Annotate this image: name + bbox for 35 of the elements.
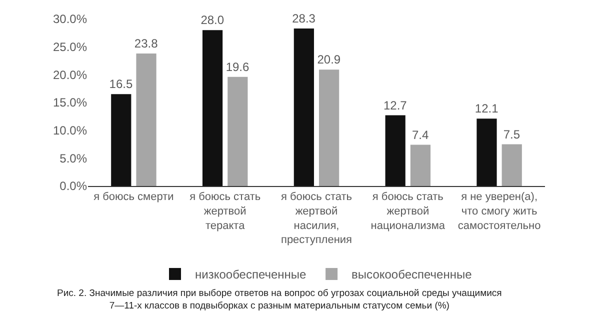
x-tick-label: я боюсь стать жертвой теракта bbox=[190, 191, 261, 232]
y-tick-label: 30.0% bbox=[52, 12, 88, 26]
x-tick-label: я боюсь стать жертвой национализма bbox=[370, 191, 446, 232]
text: Рис. 2. Значимые различия при выборе ответов на вопрос об угрозах социальной среды учащимися 7—11-х классов в подвыборках с разным материальным статусом семьи (%) bbox=[57, 288, 502, 312]
y-tick-label: 0.0% bbox=[60, 179, 88, 194]
x-tick-label: я не уверен(а), что смогу жить самостоятельно bbox=[458, 191, 541, 232]
data-label: 7.5 bbox=[503, 127, 520, 142]
data-label: 23.8 bbox=[134, 36, 158, 51]
y-tick-label: 20.0% bbox=[52, 68, 88, 82]
y-tick-label: 15.0% bbox=[52, 96, 88, 110]
y-tick-label: 25.0% bbox=[52, 40, 88, 54]
bar bbox=[410, 144, 431, 186]
bar bbox=[136, 54, 156, 186]
bar bbox=[319, 70, 340, 186]
bar bbox=[111, 94, 132, 186]
bar bbox=[228, 76, 248, 186]
data-label: 28.0 bbox=[200, 13, 224, 28]
x-tick-label: я боюсь стать жертвой насилия, преступления bbox=[280, 191, 352, 246]
y-tick-label: 10.0% bbox=[52, 124, 88, 138]
data-label: 28.3 bbox=[292, 11, 316, 26]
bar bbox=[294, 28, 314, 186]
data-label: 19.6 bbox=[226, 60, 250, 74]
data-label: 16.5 bbox=[109, 77, 133, 92]
bar bbox=[385, 115, 406, 186]
bar bbox=[202, 30, 223, 186]
bar bbox=[502, 144, 522, 186]
data-label: 7.4 bbox=[412, 128, 429, 142]
data-label: 12.7 bbox=[383, 98, 408, 112]
legend-label: низкообеспеченные bbox=[195, 268, 307, 282]
y-tick-label: 5.0% bbox=[60, 151, 88, 166]
bar bbox=[476, 118, 497, 186]
legend-label: высокообеспеченные bbox=[352, 268, 472, 282]
x-tick-label: я боюсь смерти bbox=[94, 191, 174, 204]
data-label: 20.9 bbox=[317, 52, 341, 67]
data-label: 12.1 bbox=[474, 102, 499, 116]
